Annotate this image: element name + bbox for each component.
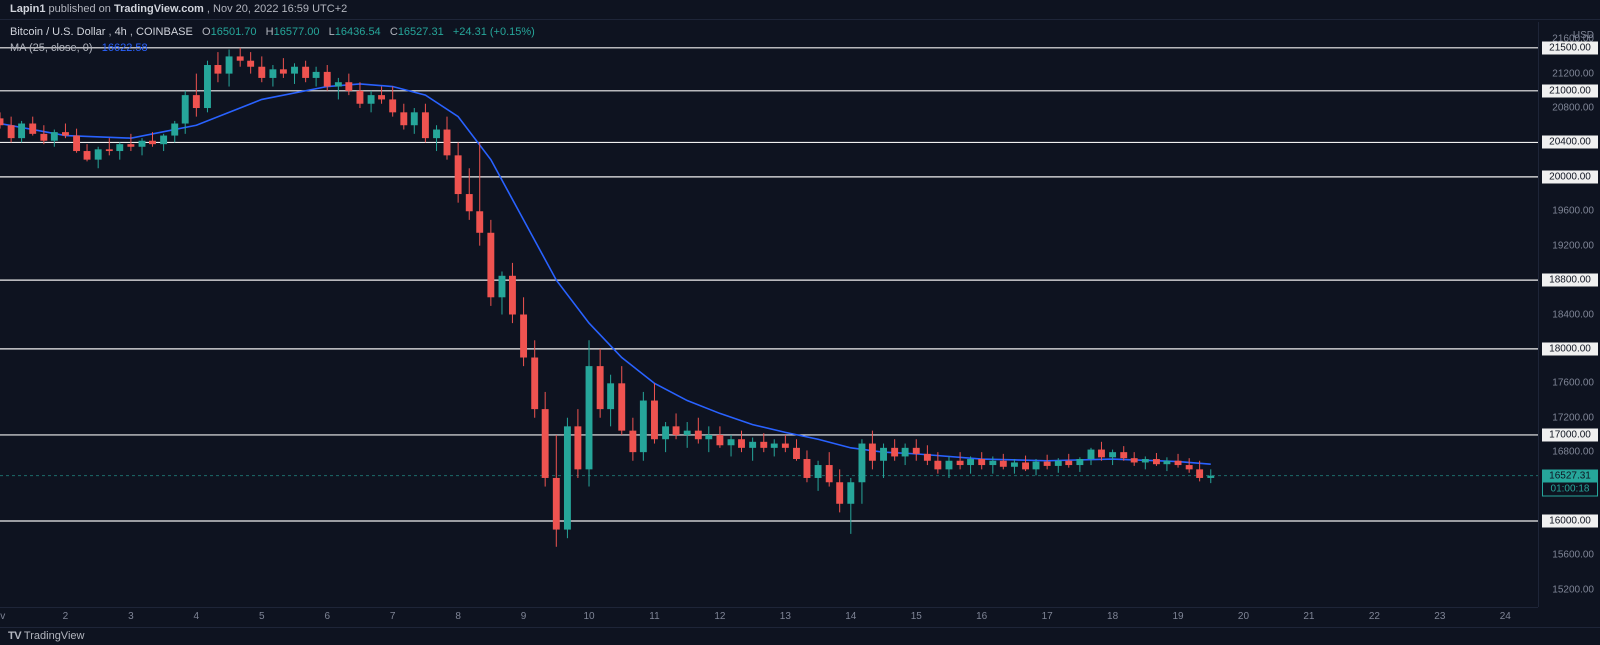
x-tick-label: 18 — [1107, 611, 1118, 622]
x-tick-label: 9 — [521, 611, 527, 622]
author-name: Lapin1 — [10, 3, 45, 15]
site-name: TradingView.com — [114, 3, 204, 15]
price-change: +24.31 — [453, 26, 487, 38]
hline-price-label: 18000.00 — [1542, 342, 1598, 355]
y-tick-label: 19600.00 — [1552, 206, 1594, 217]
price-change-pct: (+0.15%) — [490, 26, 535, 38]
symbol-exchange: COINBASE — [136, 26, 193, 38]
ohlc-high: 16577.00 — [274, 26, 320, 38]
y-tick-label: 15200.00 — [1552, 584, 1594, 595]
x-tick-label: 11 — [649, 611, 659, 622]
x-tick-label: 22 — [1369, 611, 1380, 622]
y-tick-label: 16800.00 — [1552, 447, 1594, 458]
brand-label: TradingView — [24, 630, 85, 642]
x-tick-label: 13 — [780, 611, 791, 622]
x-tick-label: 16 — [976, 611, 987, 622]
hline-price-label: 20000.00 — [1542, 170, 1598, 183]
x-tick-label: 14 — [845, 611, 856, 622]
x-tick-label: 20 — [1238, 611, 1249, 622]
y-tick-label: 15600.00 — [1552, 550, 1594, 561]
hline-price-label: 21500.00 — [1542, 41, 1598, 54]
y-axis[interactable]: USD 15200.0015600.0016000.0016400.001680… — [1538, 22, 1600, 607]
symbol-interval: 4h — [115, 26, 127, 38]
y-tick-label: 20800.00 — [1552, 103, 1594, 114]
x-tick-label: 17 — [1042, 611, 1053, 622]
ohlc-close: 16527.31 — [398, 26, 444, 38]
x-tick-label: 6 — [324, 611, 330, 622]
x-axis[interactable]: ov23456789101112131415161718192021222324 — [0, 607, 1538, 627]
symbol-name: Bitcoin / U.S. Dollar — [10, 26, 105, 38]
hline-price-label: 17000.00 — [1542, 428, 1598, 441]
ohlc-open: 16501.70 — [211, 26, 257, 38]
y-tick-label: 17600.00 — [1552, 378, 1594, 389]
candlestick-chart[interactable] — [0, 22, 1538, 607]
ma-indicator: MA (25, close, 0) 16622.58 — [10, 42, 148, 54]
x-tick-label: 8 — [455, 611, 461, 622]
y-tick-label: 18400.00 — [1552, 309, 1594, 320]
published-label: published on — [49, 3, 114, 15]
x-tick-label: 7 — [390, 611, 396, 622]
x-tick-label: 2 — [63, 611, 69, 622]
publish-date: Nov 20, 2022 16:59 UTC+2 — [213, 3, 347, 15]
x-tick-label: 5 — [259, 611, 265, 622]
y-tick-label: 17200.00 — [1552, 412, 1594, 423]
hline-price-label: 20400.00 — [1542, 136, 1598, 149]
ma-value: 16622.58 — [102, 42, 148, 54]
footer: TV TradingView — [0, 627, 1600, 645]
x-tick-label: 12 — [714, 611, 725, 622]
x-tick-label: ov — [0, 611, 5, 622]
x-tick-label: 23 — [1434, 611, 1445, 622]
hline-price-label: 16000.00 — [1542, 514, 1598, 527]
y-tick-label: 21200.00 — [1552, 68, 1594, 79]
symbol-info: Bitcoin / U.S. Dollar , 4h , COINBASE O1… — [10, 26, 535, 38]
chart-area[interactable] — [0, 22, 1538, 607]
x-tick-label: 3 — [128, 611, 134, 622]
y-tick-label: 19200.00 — [1552, 240, 1594, 251]
x-tick-label: 21 — [1303, 611, 1314, 622]
ohlc-low: 16436.54 — [335, 26, 381, 38]
hline-price-label: 21000.00 — [1542, 84, 1598, 97]
x-tick-label: 10 — [583, 611, 594, 622]
x-tick-label: 4 — [194, 611, 200, 622]
x-tick-label: 19 — [1172, 611, 1183, 622]
tradingview-logo-icon: TV — [8, 630, 21, 642]
x-tick-label: 24 — [1500, 611, 1511, 622]
ma-label: MA (25, close, 0) — [10, 42, 93, 54]
hline-price-label: 18800.00 — [1542, 274, 1598, 287]
publish-header: Lapin1 published on TradingView.com , No… — [0, 0, 1600, 20]
bar-countdown: 01:00:18 — [1542, 481, 1598, 496]
x-tick-label: 15 — [911, 611, 922, 622]
